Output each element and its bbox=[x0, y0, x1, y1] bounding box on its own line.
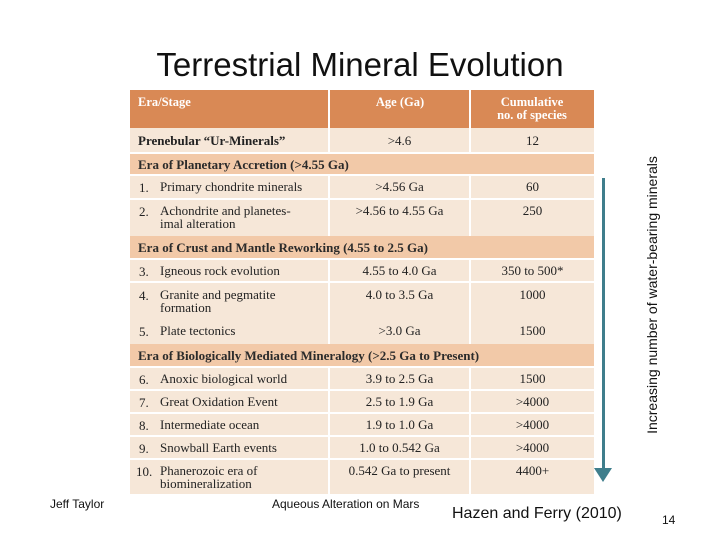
footer-talk-title: Aqueous Alteration on Mars bbox=[272, 497, 420, 511]
footer-author: Jeff Taylor bbox=[50, 497, 105, 511]
row-divider bbox=[130, 389, 594, 391]
header-era-stage: Era/Stage bbox=[138, 95, 191, 109]
era-band bbox=[130, 344, 594, 366]
mineral-evolution-table: Era/Stage Age (Ga) Cumulative no. of spe… bbox=[130, 90, 594, 494]
species-cell: 1500 bbox=[519, 323, 546, 338]
row-number: 6. bbox=[139, 372, 149, 387]
age-cell: 2.5 to 1.9 Ga bbox=[365, 394, 434, 409]
row-divider bbox=[130, 258, 594, 260]
row-number: 8. bbox=[139, 418, 149, 433]
age-cell: 3.9 to 2.5 Ga bbox=[365, 371, 434, 386]
column-divider bbox=[328, 90, 330, 494]
species-cell: 350 to 500* bbox=[501, 263, 564, 278]
row-divider bbox=[130, 458, 594, 460]
header-age: Age (Ga) bbox=[375, 95, 425, 109]
species-cell: 1000 bbox=[519, 287, 546, 302]
stage-cell: Achondrite and planetes- imal alteration bbox=[160, 203, 291, 231]
stage-cell: Plate tectonics bbox=[160, 323, 236, 338]
column-divider bbox=[469, 90, 471, 494]
table-header bbox=[130, 90, 594, 128]
down-arrow-shaft bbox=[602, 178, 605, 470]
species-prenebular: 12 bbox=[526, 133, 539, 148]
row-divider bbox=[130, 366, 594, 368]
row-number: 10. bbox=[136, 464, 153, 479]
page-number: 14 bbox=[662, 513, 676, 527]
era-band bbox=[130, 154, 594, 174]
era-planetary-accretion: Era of Planetary Accretion (>4.55 Ga) bbox=[138, 157, 349, 172]
row-divider bbox=[130, 198, 594, 200]
stage-cell: Snowball Earth events bbox=[160, 440, 277, 455]
row-number: 9. bbox=[139, 441, 149, 456]
species-cell: 60 bbox=[526, 179, 539, 194]
stage-cell: Granite and pegmatite formation bbox=[160, 287, 276, 315]
row-number: 5. bbox=[139, 324, 149, 339]
row-divider bbox=[130, 152, 594, 154]
stage-prenebular: Prenebular “Ur-Minerals” bbox=[138, 133, 286, 148]
species-cell: >4000 bbox=[515, 417, 550, 432]
stage-cell: Great Oxidation Event bbox=[160, 394, 278, 409]
age-cell: >4.56 Ga bbox=[375, 179, 424, 194]
row-number: 1. bbox=[139, 180, 149, 195]
slide-title: Terrestrial Mineral Evolution bbox=[156, 46, 564, 83]
row-divider bbox=[130, 412, 594, 414]
stage-cell: Intermediate ocean bbox=[160, 417, 260, 432]
stage-cell: Primary chondrite minerals bbox=[160, 179, 303, 194]
age-cell: >3.0 Ga bbox=[378, 323, 421, 338]
row-number: 7. bbox=[139, 395, 149, 410]
row-number: 2. bbox=[139, 204, 149, 219]
row-divider bbox=[130, 435, 594, 437]
header-cumulative-species: Cumulative no. of species bbox=[497, 95, 567, 122]
age-cell: 4.55 to 4.0 Ga bbox=[362, 263, 437, 278]
age-cell: 4.0 to 3.5 Ga bbox=[365, 287, 434, 302]
citation: Hazen and Ferry (2010) bbox=[452, 505, 622, 522]
era-biologically-mediated: Era of Biologically Mediated Mineralogy … bbox=[138, 348, 480, 363]
age-cell: 1.9 to 1.0 Ga bbox=[365, 417, 434, 432]
age-prenebular: >4.6 bbox=[387, 133, 412, 148]
era-band bbox=[130, 236, 594, 258]
species-cell: 250 bbox=[522, 203, 543, 218]
row-divider bbox=[130, 281, 594, 283]
down-arrow-icon bbox=[594, 468, 612, 482]
row-number: 4. bbox=[139, 288, 149, 303]
rotated-axis-label: Increasing number of water-bearing miner… bbox=[644, 156, 660, 434]
stage-cell: Igneous rock evolution bbox=[160, 263, 280, 278]
species-cell: >4000 bbox=[515, 440, 550, 455]
stage-cell: Phanerozoic era of biomineralization bbox=[160, 463, 258, 491]
row-divider bbox=[130, 174, 594, 176]
era-crust-mantle-reworking: Era of Crust and Mantle Reworking (4.55 … bbox=[138, 240, 428, 255]
stage-cell: Anoxic biological world bbox=[160, 371, 288, 386]
age-cell: 1.0 to 0.542 Ga bbox=[359, 440, 440, 455]
species-cell: >4000 bbox=[515, 394, 550, 409]
species-cell: 1500 bbox=[519, 371, 546, 386]
species-cell: 4400+ bbox=[515, 463, 550, 478]
age-cell: >4.56 to 4.55 Ga bbox=[355, 203, 444, 218]
age-cell: 0.542 Ga to present bbox=[348, 463, 451, 478]
row-number: 3. bbox=[139, 264, 149, 279]
